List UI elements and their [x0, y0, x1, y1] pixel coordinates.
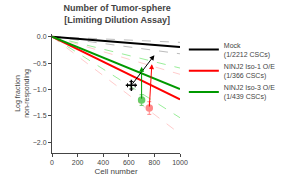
svg-text:0.0: 0.0: [37, 33, 47, 40]
svg-text:800: 800: [149, 159, 161, 166]
svg-text:0: 0: [50, 159, 54, 166]
svg-text:1000: 1000: [172, 159, 188, 166]
svg-text:400: 400: [97, 159, 109, 166]
svg-text:−1.5: −1.5: [33, 112, 47, 119]
svg-text:NINJ2 Iso-3 O/E(1/439 CSCs): NINJ2 Iso-3 O/E(1/439 CSCs): [224, 84, 275, 101]
svg-text:NINJ2 Iso-1 O/E(1/366 CSCs): NINJ2 Iso-1 O/E(1/366 CSCs): [224, 63, 275, 80]
svg-text:−1.0: −1.0: [33, 86, 47, 93]
svg-text:−0.5: −0.5: [33, 60, 47, 67]
svg-text:Log fractionnon-responding: Log fractionnon-responding: [14, 69, 31, 118]
svg-text:Mock(1/2212 CSCs): Mock(1/2212 CSCs): [224, 42, 270, 59]
svg-text:−2.0: −2.0: [33, 139, 47, 146]
svg-text:Cell number: Cell number: [94, 167, 137, 176]
svg-text:600: 600: [123, 159, 135, 166]
svg-text:Number of Tumor-sphere[Limitin: Number of Tumor-sphere[Limiting Dilution…: [64, 3, 171, 25]
svg-text:200: 200: [72, 159, 84, 166]
